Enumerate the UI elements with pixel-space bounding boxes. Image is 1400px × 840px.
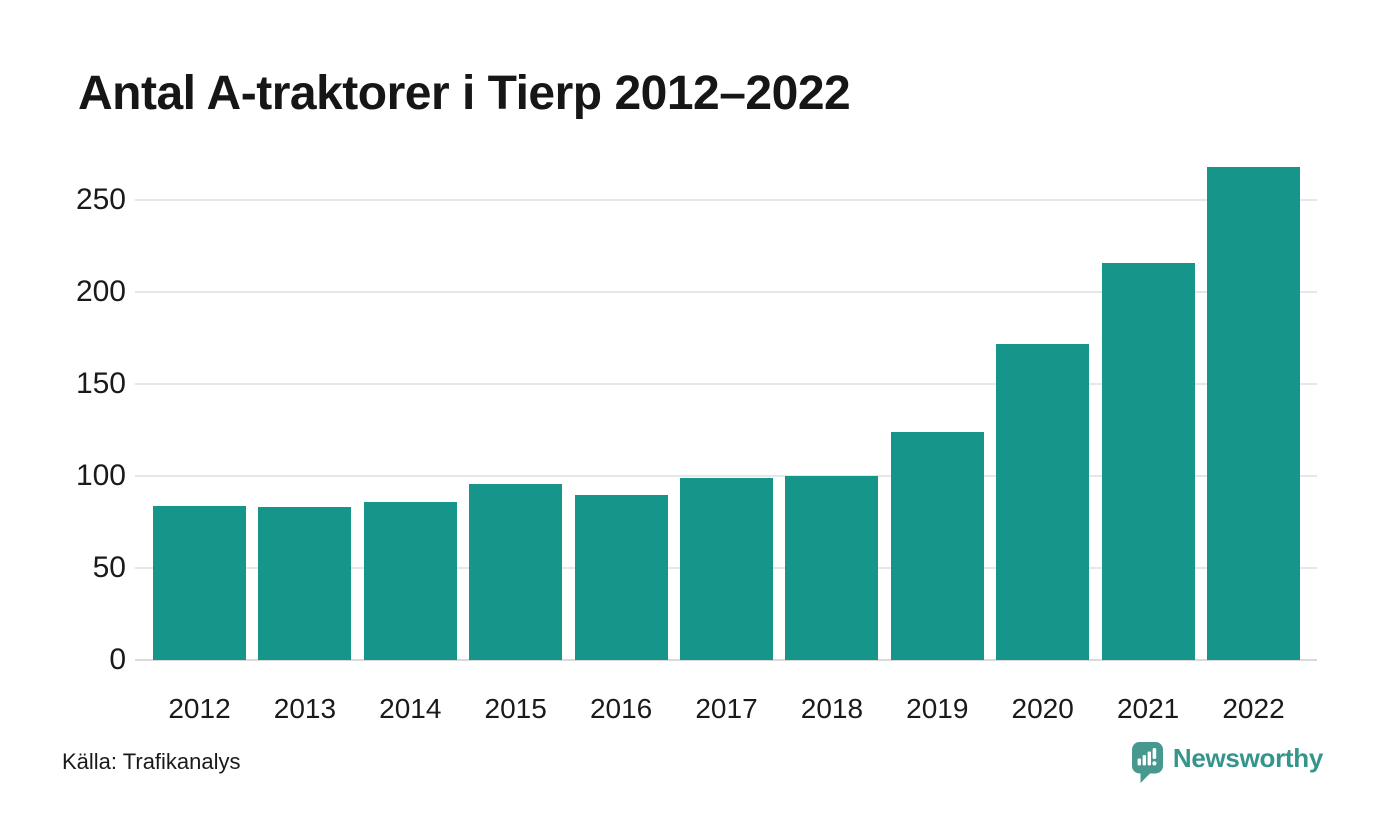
zero-gridline bbox=[135, 659, 1317, 661]
bar-2020 bbox=[996, 343, 1090, 660]
x-axis-tick-label: 2014 bbox=[379, 693, 442, 724]
newsworthy-logo: Newsworthy bbox=[1131, 742, 1323, 783]
x-axis-tick-label: 2012 bbox=[168, 693, 231, 724]
y-axis: 0 50 100 150 200 250 bbox=[0, 160, 126, 675]
y-axis-tick-label: 0 bbox=[109, 643, 126, 676]
x-axis-tick-label: 2016 bbox=[589, 693, 653, 724]
gridline bbox=[135, 383, 1317, 386]
bar-2015 bbox=[469, 483, 563, 660]
newsworthy-logo-text: Newsworthy bbox=[1172, 743, 1323, 773]
x-axis-tick-label: 2013 bbox=[273, 693, 337, 724]
gridline bbox=[135, 199, 1317, 202]
plot-area bbox=[135, 160, 1317, 661]
x-axis-tick-label: 2021 bbox=[1116, 693, 1180, 724]
x-axis-tick-label: 2020 bbox=[1011, 693, 1074, 724]
x-axis-tick-label: 2018 bbox=[800, 693, 864, 724]
x-axis-tick-label: 2019 bbox=[906, 693, 969, 724]
bar-2022 bbox=[1207, 167, 1300, 660]
bar-2018 bbox=[785, 476, 879, 660]
y-axis-tick-label: 100 bbox=[75, 459, 126, 493]
bar-2014 bbox=[363, 501, 457, 660]
x-axis-tick-label: 2015 bbox=[484, 693, 547, 724]
x-axis-tick-label: 2022 bbox=[1222, 693, 1285, 724]
gridline bbox=[135, 291, 1317, 294]
bar-2016 bbox=[574, 494, 668, 660]
bar-2013 bbox=[258, 507, 352, 660]
source-note: Källa: Trafikanalys bbox=[62, 749, 241, 774]
y-axis-tick-label: 200 bbox=[75, 275, 126, 309]
bar-2021 bbox=[1101, 262, 1195, 660]
bar-2017 bbox=[680, 478, 773, 660]
y-axis-tick-label: 50 bbox=[92, 551, 126, 585]
chart-title: Antal A-traktorer i Tierp 2012–2022 bbox=[78, 67, 851, 120]
bar-2019 bbox=[890, 432, 984, 660]
newsworthy-logo-icon bbox=[1131, 742, 1163, 783]
y-axis-tick-label: 250 bbox=[75, 183, 126, 217]
bar-2012 bbox=[153, 505, 246, 660]
x-axis-tick-label: 2017 bbox=[695, 693, 758, 724]
gridline bbox=[135, 475, 1317, 478]
x-axis: 2012 2013 2014 2015 2016 2017 2018 2019 2020 2021… bbox=[140, 692, 1317, 728]
y-axis-tick-label: 150 bbox=[75, 367, 126, 401]
